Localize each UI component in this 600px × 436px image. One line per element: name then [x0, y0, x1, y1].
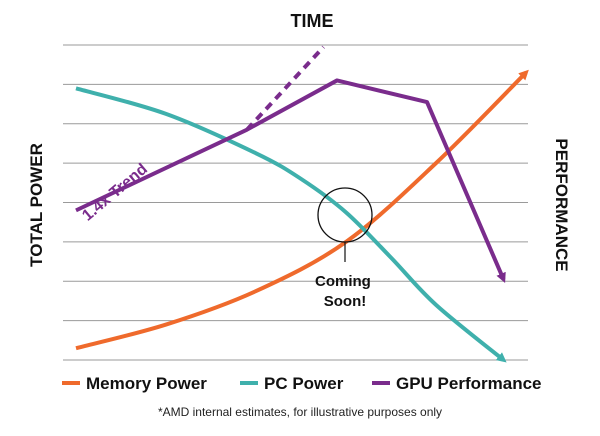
series-group	[75, 69, 529, 363]
legend: Memory Power PC Power GPU Performance	[62, 374, 542, 393]
trend-line	[245, 45, 325, 132]
series-line-pc	[75, 86, 507, 363]
y-axis-label-left: TOTAL POWER	[27, 143, 46, 267]
series-line-memory	[75, 69, 529, 351]
annotation-circle	[317, 187, 373, 243]
y-axis-label-right: PERFORMANCE	[552, 138, 571, 271]
chart-title: TIME	[291, 11, 334, 31]
legend-label-memory: Memory Power	[86, 374, 207, 393]
gridlines	[63, 44, 528, 361]
legend-label-pc: PC Power	[264, 374, 344, 393]
annotation-text: Coming Soon!	[315, 273, 375, 310]
annotation-line-1: Coming	[315, 273, 371, 290]
annotation-line-2: Soon!	[324, 293, 367, 310]
legend-label-gpu: GPU Performance	[396, 374, 542, 393]
series-line-gpu	[75, 78, 506, 283]
footnote: *AMD internal estimates, for illustrativ…	[158, 405, 442, 419]
trend-label: 1.4x Trend	[79, 161, 151, 225]
